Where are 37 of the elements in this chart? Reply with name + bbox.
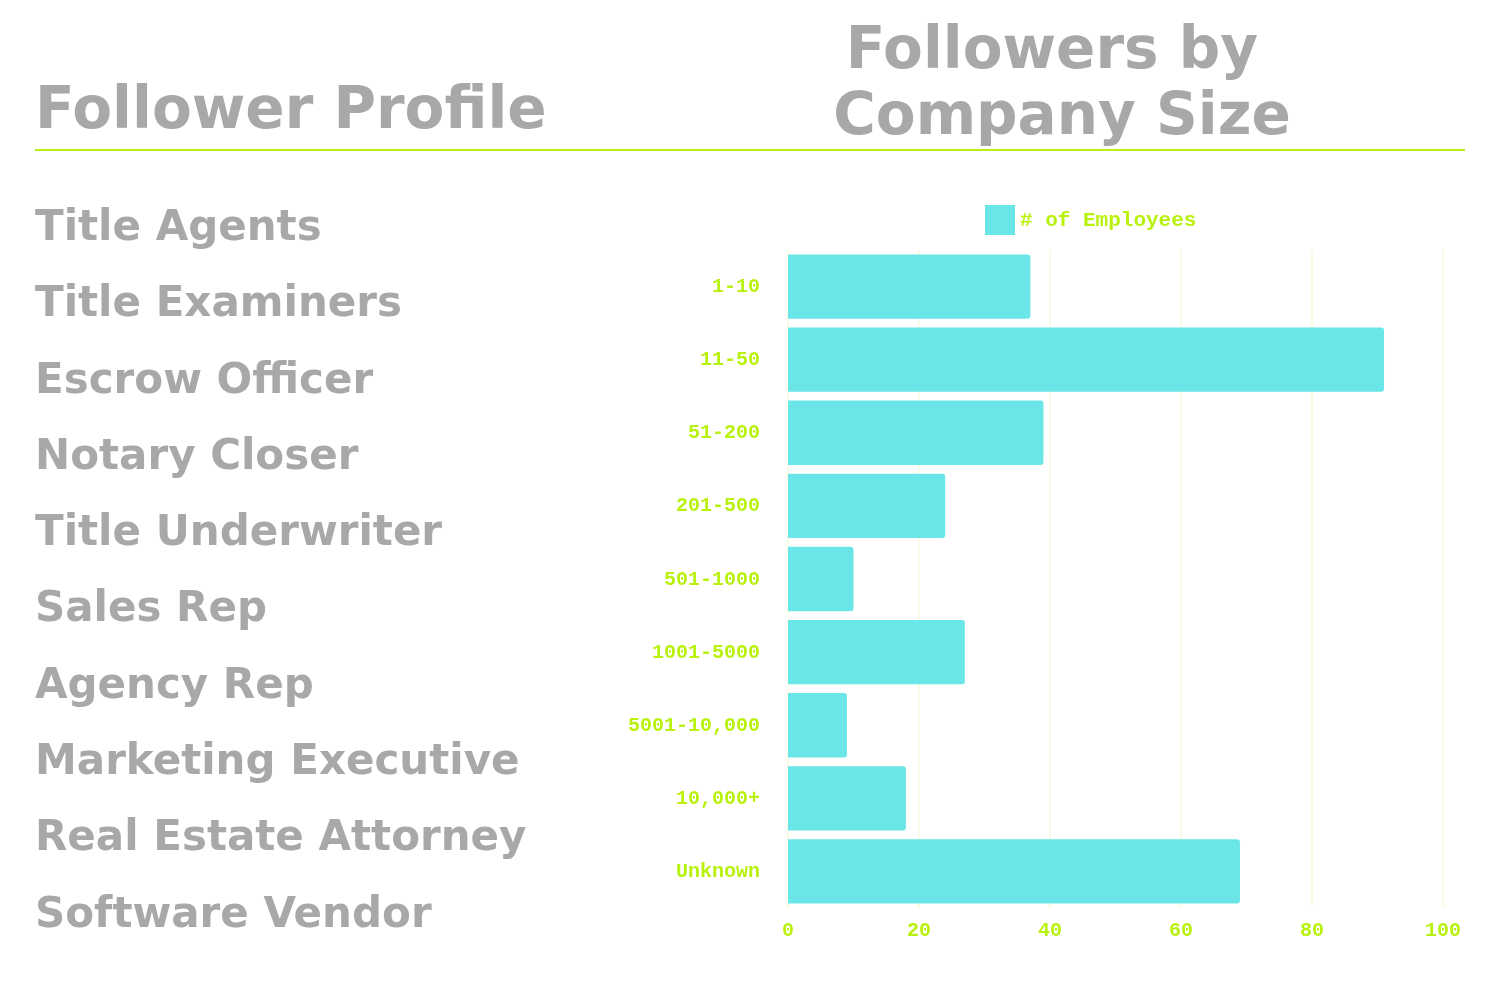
y-tick-label: 5001-10,000 (627, 713, 760, 737)
bar (788, 546, 854, 612)
x-tick-label: 20 (906, 918, 932, 942)
bar (788, 766, 906, 831)
y-tick-label: 51-200 (687, 421, 760, 445)
y-tick-label: 11-50 (699, 348, 760, 372)
chart-title: Followers by Company Size (833, 14, 1291, 148)
text: Title Examiners (35, 276, 403, 329)
text: Notary Closer (35, 428, 360, 481)
text: Marketing Executive (35, 734, 521, 787)
x-tick-label: 80 (1299, 918, 1325, 942)
text: Title Underwriter (35, 505, 444, 558)
text: Escrow Officer (35, 352, 375, 405)
y-tick-label: 201-500 (675, 494, 760, 518)
bar (788, 619, 965, 685)
text: Software Vendor (35, 886, 433, 939)
bar (788, 693, 847, 758)
y-tick-label: Unknown (675, 859, 760, 883)
y-tick-label: 1-10 (711, 275, 760, 299)
legend-label: # of Employees (1020, 208, 1197, 232)
y-tick-label: 501-1000 (663, 567, 760, 591)
text: Follower Profile (35, 73, 548, 144)
text: Title Agents (35, 200, 323, 252)
x-tick-label: 100 (1424, 918, 1462, 942)
bar (788, 400, 1044, 465)
text: Real Estate Attorney (35, 810, 528, 863)
y-tick-label: 10,000+ (675, 786, 760, 810)
x-tick-label: 40 (1037, 918, 1063, 942)
bar (788, 254, 1031, 319)
x-tick-label: 0 (781, 918, 795, 942)
text: Sales Rep (35, 581, 268, 634)
bar (788, 327, 1385, 392)
x-tick-label: 60 (1168, 918, 1194, 942)
bar (788, 839, 1240, 904)
y-tick-label: 1001-5000 (651, 640, 760, 664)
text: Agency Rep (35, 657, 315, 710)
bar (788, 473, 946, 539)
